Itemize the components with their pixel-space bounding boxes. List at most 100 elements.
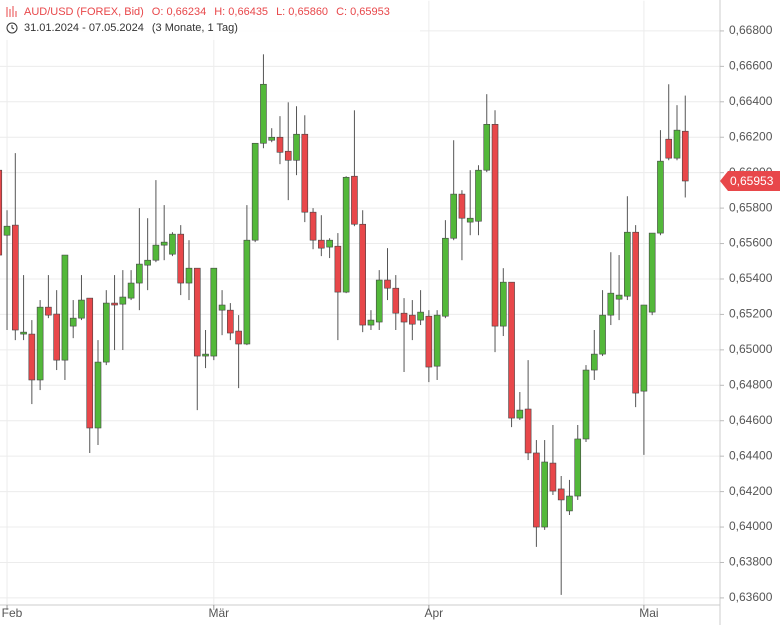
candle-body (615, 294, 623, 300)
chart-icon (6, 6, 17, 17)
candle-body (384, 279, 391, 289)
candle-body (351, 175, 358, 225)
candle-body (400, 312, 408, 323)
ohlc-label: O: 0,66234 (152, 6, 206, 18)
candle-body (566, 495, 573, 512)
x-tick-label: Mai (639, 606, 658, 620)
x-tick-label: Mär (208, 606, 229, 620)
y-tick-label: 0,64600 (729, 413, 773, 427)
candle-body (152, 244, 160, 261)
period: (3 Monate, 1 Tag) (152, 22, 238, 34)
candle-body (227, 309, 234, 334)
candle-body (632, 231, 639, 394)
candle-body (53, 313, 60, 361)
candle-body (417, 311, 424, 321)
x-tick-label: Apr (425, 606, 444, 620)
candle-body (45, 306, 52, 316)
candle-body (624, 231, 631, 297)
candle-body (582, 369, 590, 440)
candle-body (648, 232, 656, 313)
candle-body (69, 317, 77, 327)
candle-body (144, 259, 151, 266)
last-price-badge (720, 170, 780, 191)
y-tick-label: 0,66400 (729, 94, 773, 108)
candle-body (111, 302, 118, 306)
y-tick-label: 0,65400 (729, 271, 773, 285)
x-tick-label: Feb (2, 606, 23, 620)
ohlc-label: L: 0,65860 (276, 6, 328, 18)
ohlc-label: C: 0,65953 (336, 6, 390, 18)
candle-body (640, 304, 648, 392)
candle-body (334, 245, 342, 293)
candle-body (599, 314, 606, 355)
candle-body (36, 306, 44, 381)
candle-body (342, 176, 350, 293)
chart-title: AUD/USD (FOREX, Bid) (24, 6, 144, 18)
candle-body (491, 123, 499, 327)
candle-body (301, 133, 309, 213)
candle-body (136, 263, 143, 284)
candle-body (28, 333, 36, 381)
candle-body (61, 254, 69, 361)
candle-body (442, 237, 449, 317)
candle-body (260, 83, 267, 144)
candle-body (409, 314, 416, 325)
candle-body (20, 331, 27, 335)
last-price-label: 0,65953 (730, 174, 774, 188)
candle-body (284, 150, 292, 161)
candle-body (251, 142, 259, 241)
candle-body (483, 123, 491, 171)
y-tick-label: 0,66200 (729, 129, 773, 143)
candle-body (524, 408, 532, 454)
y-tick-label: 0,65600 (729, 236, 773, 250)
date-range: 31.01.2024 - 07.05.2024 (24, 22, 144, 34)
y-tick-label: 0,65200 (729, 307, 773, 321)
candle-body (193, 267, 201, 357)
candle-body (169, 233, 176, 255)
candle-body (499, 281, 507, 327)
candle-body (127, 282, 135, 299)
candle-body (392, 287, 400, 314)
subtitle: 31.01.2024 - 07.05.2024 (3 Monate, 1 Tag) (24, 22, 238, 34)
candle-body (425, 315, 433, 368)
candles (0, 54, 689, 595)
candle-body (235, 330, 242, 345)
candle-body (326, 239, 333, 248)
y-tick-label: 0,63600 (729, 590, 773, 604)
candle-body (590, 353, 598, 371)
candle-body (557, 488, 565, 501)
candle-body (0, 169, 3, 256)
candle-body (607, 292, 615, 316)
candle-body (243, 239, 251, 345)
candle-body (367, 319, 375, 326)
y-tick-label: 0,65000 (729, 342, 773, 356)
candle-body (268, 136, 276, 141)
candle-body (681, 130, 689, 182)
candle-body (160, 241, 168, 246)
candle-body (466, 217, 474, 223)
candle-body (375, 279, 383, 323)
candle-body (433, 314, 441, 367)
candle-body (102, 302, 110, 363)
candle-body (276, 136, 284, 153)
y-tick-label: 0,64000 (729, 519, 773, 533)
candle-body (185, 267, 193, 284)
header: AUD/USD (FOREX, Bid) O: 0,66234 H: 0,66435… (24, 6, 390, 18)
candle-body (210, 267, 218, 357)
y-tick-label: 0,66600 (729, 59, 773, 73)
candle-body (78, 299, 85, 319)
candle-body (450, 193, 457, 239)
candle-body (516, 409, 524, 419)
candle-body (574, 438, 582, 497)
y-tick-label: 0,64800 (729, 377, 773, 391)
y-tick-label: 0,63800 (729, 555, 773, 569)
candle-body (309, 211, 317, 241)
candle-body (458, 193, 466, 219)
candle-body (549, 462, 557, 492)
candle-body (359, 223, 366, 326)
candle-body (119, 296, 127, 305)
candle-body (541, 461, 548, 528)
candle-body (475, 169, 482, 222)
y-tick-label: 0,66800 (729, 23, 773, 37)
